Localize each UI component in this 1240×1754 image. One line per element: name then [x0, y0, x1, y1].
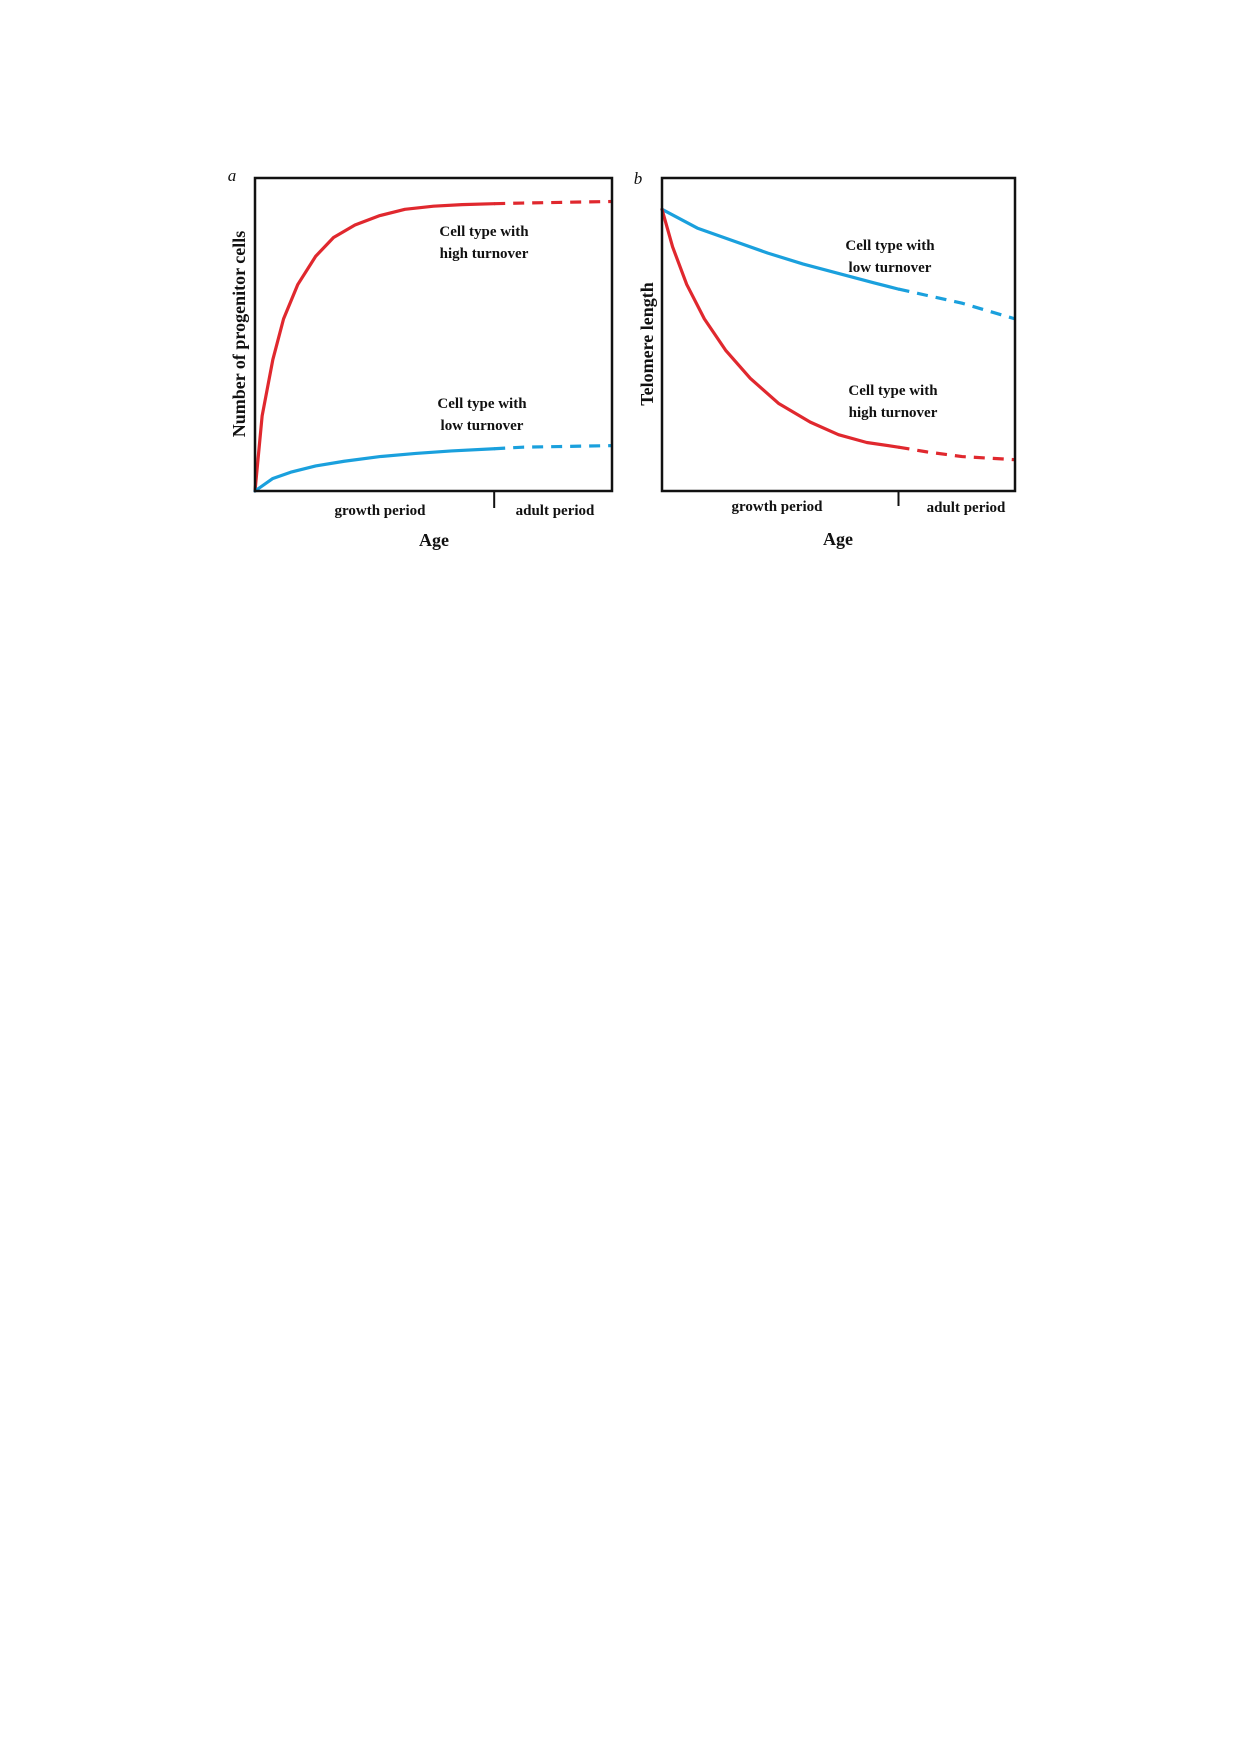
series-line-adult: [898, 287, 1016, 321]
series-line-growth: [660, 207, 901, 449]
figure: a Cell type with high turnover Cell type wi…: [0, 0, 1240, 600]
panel-letter: a: [228, 166, 237, 185]
series-label-line: Cell type with: [848, 383, 938, 399]
figure-svg: a Cell type with high turnover Cell type wi…: [228, 166, 1017, 550]
y-axis-title: Telomere length: [637, 282, 657, 406]
series-line-growth: [253, 447, 496, 493]
panel-b: b Cell type with low turnover Cell type wit…: [634, 169, 1017, 549]
series-label-line: low turnover: [441, 418, 524, 434]
series-line-adult: [898, 445, 1016, 462]
series-0: [253, 199, 613, 493]
panel-letter: b: [634, 169, 643, 188]
plot-frame: [660, 176, 1017, 493]
series-label-line: Cell type with: [845, 238, 935, 254]
period-label: growth period: [335, 503, 427, 519]
series-line-adult: [494, 444, 613, 451]
series-line-adult: [494, 199, 613, 206]
series-label-line: Cell type with: [439, 224, 529, 240]
series-label-line: low turnover: [849, 260, 932, 276]
period-label: growth period: [732, 499, 824, 515]
series-label-line: high turnover: [440, 246, 529, 262]
series-line-growth: [660, 207, 901, 291]
series-1: [660, 207, 1016, 462]
panel-a: a Cell type with high turnover Cell type wi…: [228, 166, 614, 550]
series-1: [253, 444, 613, 493]
x-axis-title: Age: [823, 529, 853, 549]
series-label-line: high turnover: [849, 405, 938, 421]
series-0: [660, 207, 1016, 321]
x-axis-title: Age: [419, 530, 449, 550]
period-label: adult period: [516, 503, 595, 519]
plot-frame: [253, 176, 614, 493]
series-label-line: Cell type with: [437, 396, 527, 412]
y-axis-title: Number of progenitor cells: [229, 231, 249, 437]
period-label: adult period: [927, 500, 1006, 516]
series-line-growth: [253, 202, 496, 493]
